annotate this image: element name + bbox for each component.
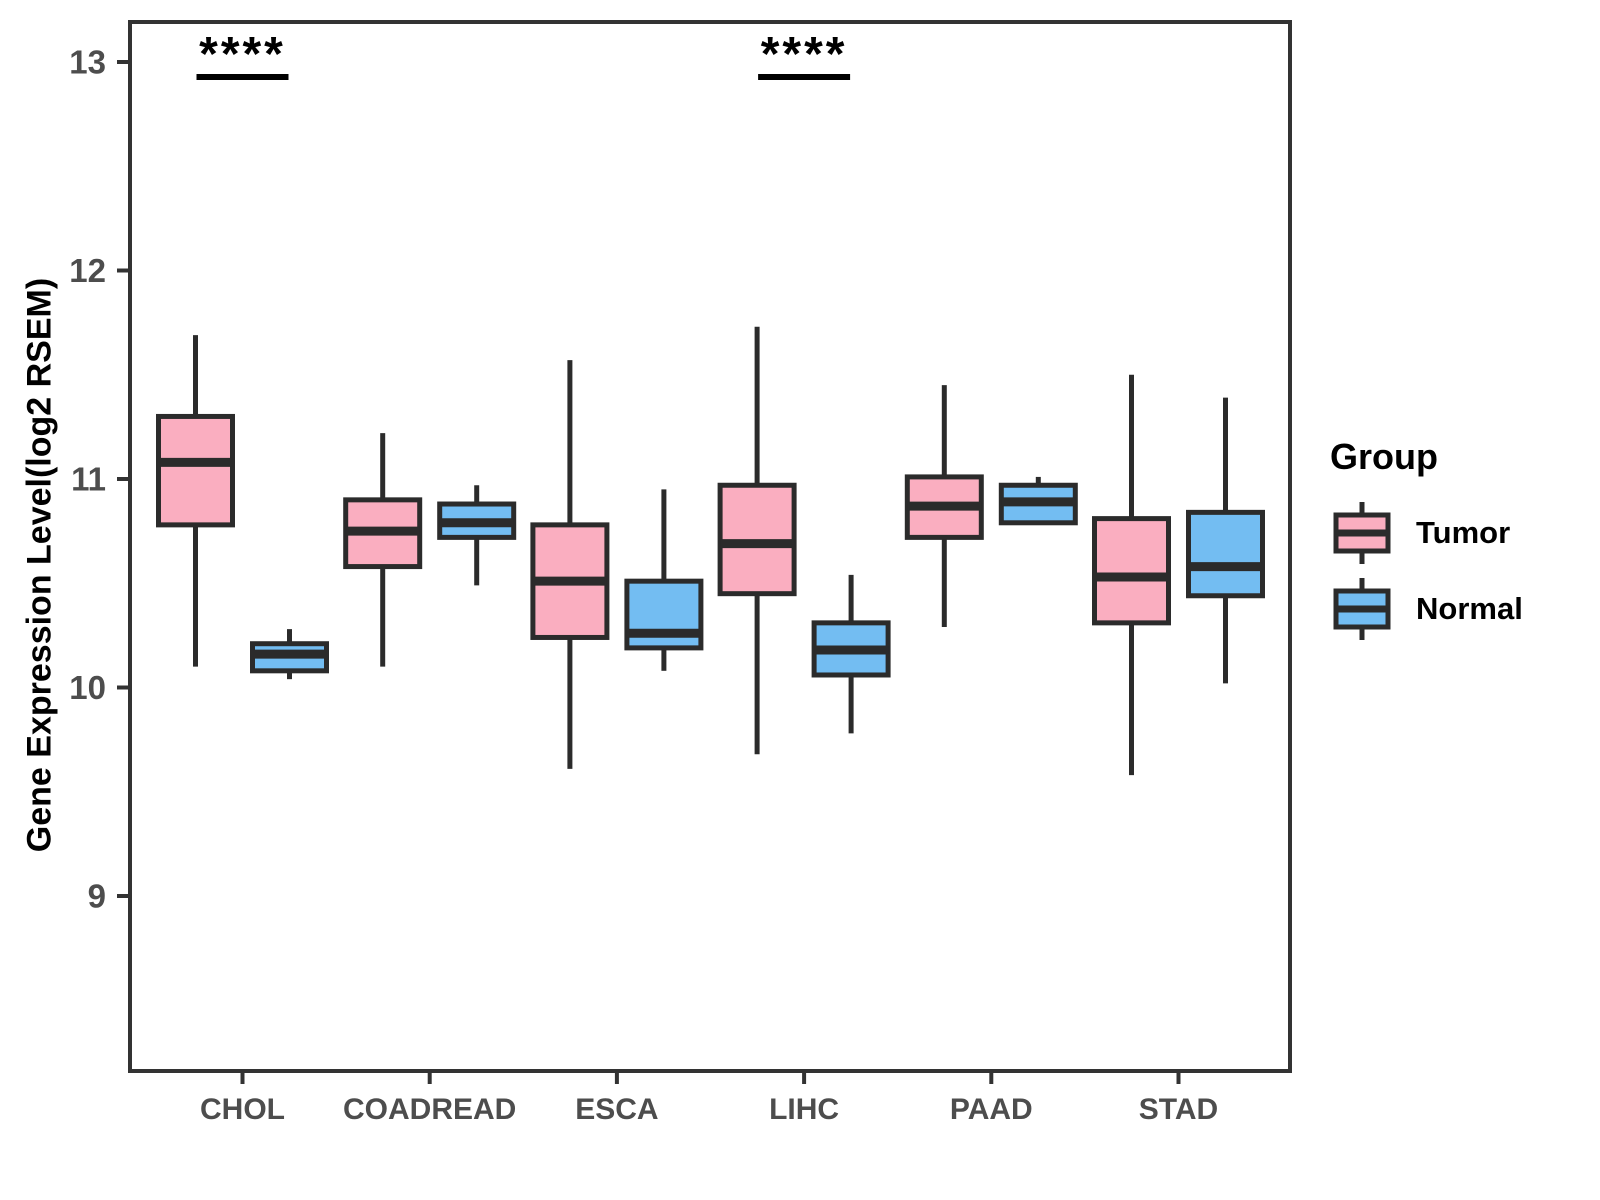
tumor-boxplot-icon [1333, 502, 1391, 564]
boxplot-stad-normal-box [1186, 509, 1265, 599]
boxplot-esca-normal-box [624, 578, 704, 651]
x-tick-label-coadread: COADREAD [343, 1093, 516, 1126]
y-tick-label: 11 [71, 461, 106, 498]
legend-item-tumor: Tumor [1330, 500, 1523, 566]
x-tick-label-esca: ESCA [575, 1093, 658, 1126]
legend-label-tumor: Tumor [1416, 515, 1511, 550]
significance-stars-lihc: **** [761, 28, 848, 81]
x-tick-label-lihc: LIHC [769, 1093, 839, 1126]
legend: Group Tumor Normal [1330, 436, 1523, 652]
x-tick-label-chol: CHOL [200, 1093, 285, 1126]
y-tick-label: 12 [69, 252, 106, 289]
y-tick-label: 13 [69, 44, 106, 81]
boxplot-chol-tumor-box [156, 413, 235, 528]
y-tick-label: 10 [69, 669, 106, 706]
boxplot-stad-tumor-box [1092, 516, 1171, 626]
normal-boxplot-icon [1333, 578, 1391, 640]
legend-title: Group [1330, 436, 1438, 477]
x-tick-label-stad: STAD [1139, 1093, 1218, 1126]
legend-item-normal: Normal [1330, 576, 1523, 642]
x-tick-label-paad: PAAD [950, 1093, 1033, 1126]
legend-label-normal: Normal [1416, 591, 1523, 626]
significance-stars-chol: **** [199, 28, 286, 81]
y-axis-title: Gene Expression Level(log2 RSEM) [20, 277, 59, 853]
y-tick-label: 9 [88, 878, 106, 915]
